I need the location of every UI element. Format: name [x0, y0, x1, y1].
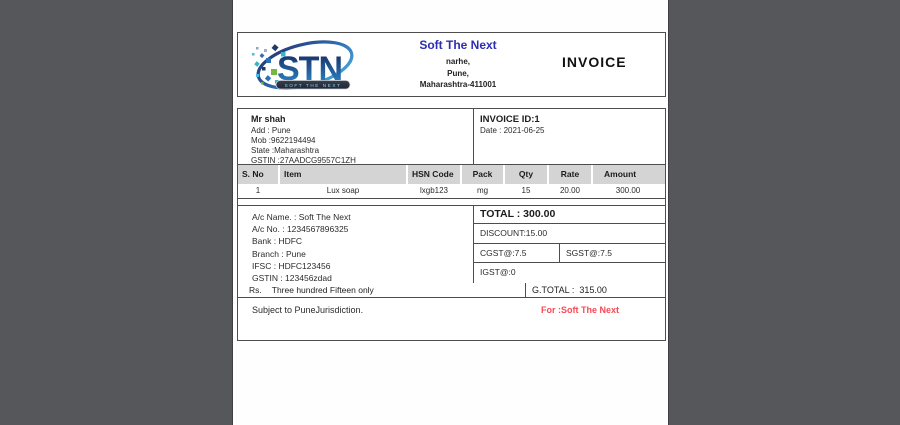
item-amount: 300.00: [615, 186, 641, 195]
company-address-line: Maharashtra-411001: [419, 80, 497, 89]
parties-section: Mr shah Add : Pune Mob :9622194494 State…: [238, 109, 665, 165]
company-address-line: narhe,: [445, 57, 470, 66]
col-header-item: Item: [280, 165, 406, 184]
invoice-date: Date : 2021-06-25: [480, 126, 545, 135]
col-header-pack: Pack: [462, 165, 503, 184]
company-block: Soft The Next narhe, Pune, Maharashtra-4…: [368, 38, 548, 91]
table-row: 1 Lux soap lxgb123 mg 15 20.00 300.00: [238, 184, 665, 199]
company-logo: STN SOFT THE NEXT: [246, 36, 364, 94]
bank-account-name: A/c Name. : Soft The Next: [252, 212, 351, 222]
logo-band: [275, 80, 351, 90]
item-name: Lux soap: [326, 186, 360, 195]
invoice-body: Mr shah Add : Pune Mob :9622194494 State…: [237, 108, 666, 341]
customer-details: Mr shah Add : Pune Mob :9622194494 State…: [238, 109, 474, 165]
jurisdiction-note: Subject to PuneJurisdiction.: [252, 305, 364, 315]
document-title: INVOICE: [562, 54, 627, 70]
bank-account-number: A/c No. : 1234567896325: [252, 224, 349, 235]
item-rate: 20.00: [559, 186, 581, 195]
item-pack: mg: [476, 186, 489, 195]
col-header-amount: Amount: [593, 165, 665, 184]
customer-mobile: Mob :9622194494: [251, 136, 316, 145]
invoice-meta: INVOICE ID:1 Date : 2021-06-25: [474, 109, 665, 164]
bank-gstin: GSTIN : 123456zdad: [252, 273, 332, 284]
customer-name: Mr shah: [251, 114, 286, 124]
sgst-amount: SGST@:7.5: [566, 248, 612, 258]
bank-name: Bank : HDFC: [252, 236, 303, 247]
invoice-header: STN SOFT THE NEXT Soft The Next narhe, P…: [237, 32, 666, 97]
currency-label: Rs.: [249, 285, 262, 295]
bank-details: A/c Name. : Soft The Next A/c No. : 1234…: [238, 206, 474, 283]
invoice-page: STN SOFT THE NEXT Soft The Next narhe, P…: [232, 0, 669, 425]
col-header-sno: S. No: [238, 165, 278, 184]
company-address-line: Pune,: [447, 68, 469, 78]
invoice-id: INVOICE ID:1: [480, 114, 540, 125]
logo-pixel-squares: [252, 44, 286, 85]
col-header-hsn: HSN Code: [408, 165, 460, 184]
col-header-qty: Qty: [505, 165, 547, 184]
total-amount: TOTAL : 300.00: [474, 206, 665, 224]
bank-ifsc: IFSC : HDFC123456: [252, 260, 331, 271]
company-logo-graphic: STN SOFT THE NEXT: [252, 40, 354, 90]
gst-row: CGST@:7.5 SGST@:7.5: [474, 244, 665, 263]
company-name: Soft The Next: [419, 38, 497, 52]
items-table-header: S. No Item HSN Code Pack Qty Rate Amount: [238, 165, 665, 184]
col-header-rate: Rate: [549, 165, 591, 184]
totals-panel: TOTAL : 300.00 DISCOUNT:15.00 CGST@:7.5 …: [474, 206, 665, 283]
account-totals-section: A/c Name. : Soft The Next A/c No. : 1234…: [238, 206, 665, 283]
customer-state: State :Maharashtra: [251, 146, 320, 155]
bank-branch: Branch : Pune: [252, 248, 306, 259]
logo-tagline: SOFT THE NEXT: [285, 83, 342, 88]
invoice-footer: Subject to PuneJurisdiction. For :Soft T…: [238, 298, 665, 340]
amount-in-words: Rs. Three hundred Fifteen only: [238, 283, 525, 297]
customer-address: Add : Pune: [251, 126, 291, 135]
grand-total-row: Rs. Three hundred Fifteen only G.TOTAL : …: [238, 283, 665, 298]
discount-amount: DISCOUNT:15.00: [474, 224, 665, 244]
table-spacer: [238, 199, 665, 206]
amount-words-text: Three hundred Fifteen only: [271, 285, 374, 295]
item-sno: 1: [255, 186, 261, 195]
cgst-amount: CGST@:7.5: [474, 244, 560, 262]
signatory-label: For :Soft The Next: [541, 305, 619, 315]
item-qty: 15: [521, 186, 531, 195]
item-hsn: lxgb123: [419, 186, 449, 195]
grand-total-amount: G.TOTAL : 315.00: [525, 283, 665, 297]
igst-amount: IGST@:0: [480, 267, 516, 277]
customer-gstin: GSTIN :27AADCG9557C1ZH: [251, 156, 356, 165]
